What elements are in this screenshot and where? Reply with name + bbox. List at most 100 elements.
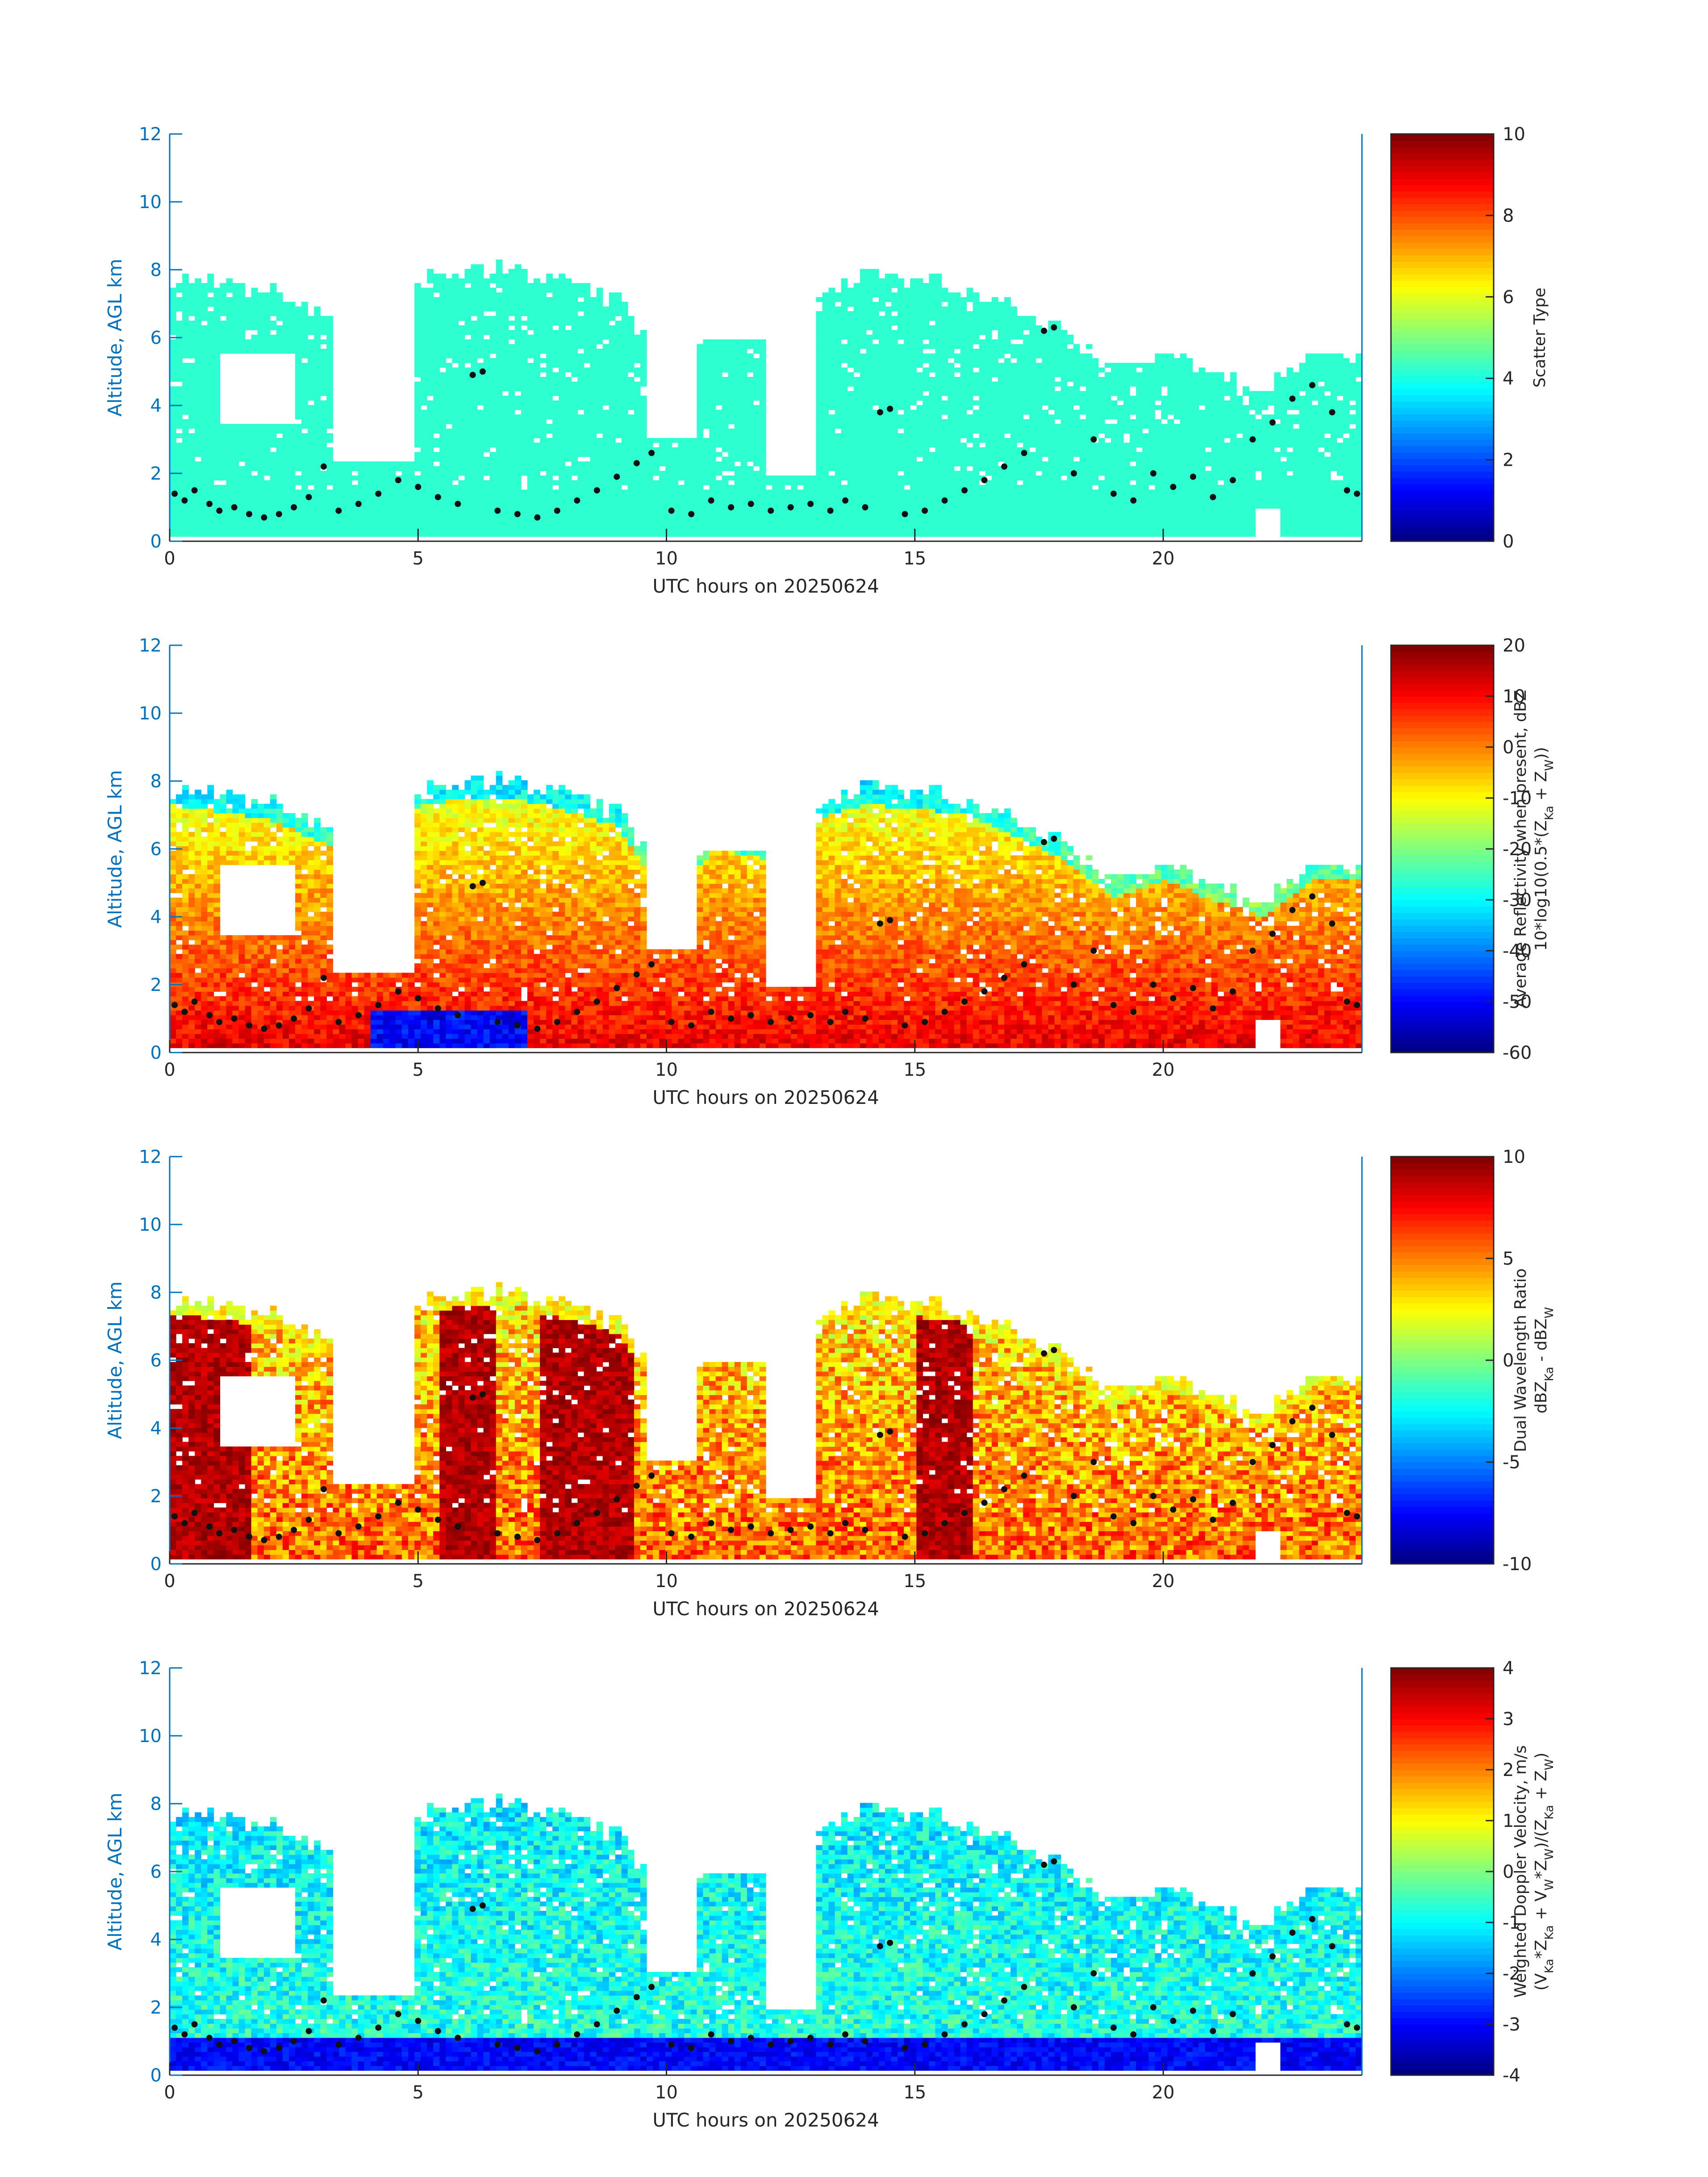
heatmap-cell bbox=[226, 325, 233, 330]
heatmap-cell bbox=[251, 334, 258, 339]
heatmap-cell bbox=[446, 278, 452, 283]
heatmap-cell bbox=[634, 508, 641, 513]
heatmap-cell bbox=[421, 447, 427, 452]
heatmap-cell bbox=[540, 433, 547, 438]
heatmap-cell bbox=[427, 513, 434, 518]
heatmap-cell bbox=[182, 471, 189, 476]
heatmap-cell bbox=[741, 499, 748, 504]
heatmap-cell bbox=[207, 527, 214, 532]
heatmap-cell bbox=[427, 382, 434, 387]
heatmap-cell bbox=[452, 522, 459, 527]
heatmap-cell bbox=[289, 438, 296, 443]
heatmap-cell bbox=[716, 480, 722, 485]
heatmap-cell bbox=[490, 325, 497, 330]
heatmap-cell bbox=[170, 457, 176, 462]
heatmap-cell bbox=[540, 283, 547, 288]
heatmap-cell bbox=[414, 433, 421, 438]
heatmap-cell bbox=[546, 278, 553, 283]
heatmap-cell bbox=[458, 292, 465, 297]
heatmap-cell bbox=[509, 410, 515, 415]
heatmap-cell bbox=[521, 382, 528, 387]
heatmap-cell bbox=[188, 330, 195, 335]
heatmap-cell bbox=[622, 377, 628, 382]
heatmap-cell bbox=[565, 433, 572, 438]
heatmap-cell bbox=[534, 302, 540, 307]
heatmap-cell bbox=[201, 494, 208, 499]
heatmap-cell bbox=[546, 377, 553, 382]
heatmap-cell bbox=[546, 429, 553, 434]
heatmap-cell bbox=[490, 386, 497, 391]
heatmap-cell bbox=[465, 532, 472, 537]
heatmap-cell bbox=[722, 494, 729, 499]
heatmap-cell bbox=[609, 457, 616, 462]
heatmap-cell bbox=[697, 447, 703, 452]
heatmap-cell bbox=[741, 429, 748, 434]
heatmap-cell bbox=[465, 377, 472, 382]
heatmap-cell bbox=[283, 457, 289, 462]
heatmap-cell bbox=[182, 504, 189, 509]
heatmap-cell bbox=[182, 311, 189, 316]
heatmap-cell bbox=[747, 480, 754, 485]
heatmap-cell bbox=[439, 476, 446, 481]
heatmap-cell bbox=[716, 391, 722, 396]
heatmap-cell bbox=[471, 269, 478, 274]
heatmap-cell bbox=[421, 349, 427, 354]
heatmap-cell bbox=[697, 522, 703, 527]
heatmap-cell bbox=[571, 461, 578, 466]
heatmap-cell bbox=[766, 518, 773, 522]
heatmap-cell bbox=[552, 527, 559, 532]
heatmap-cell bbox=[577, 334, 584, 339]
heatmap-cell bbox=[465, 292, 472, 297]
heatmap-cell bbox=[577, 354, 584, 359]
heatmap-cell bbox=[452, 489, 459, 494]
heatmap-cell bbox=[609, 499, 616, 504]
heatmap-cell bbox=[245, 443, 252, 447]
heatmap-cell bbox=[628, 443, 635, 447]
heatmap-cell bbox=[414, 349, 421, 354]
heatmap-cell bbox=[703, 344, 710, 349]
heatmap-cell bbox=[477, 264, 484, 269]
heatmap-cell bbox=[741, 494, 748, 499]
heatmap-cell bbox=[207, 518, 214, 522]
heatmap-cell bbox=[710, 363, 716, 368]
heatmap-cell bbox=[471, 302, 478, 307]
heatmap-cell bbox=[716, 410, 722, 415]
heatmap-cell bbox=[697, 344, 703, 349]
heatmap-cell bbox=[697, 354, 703, 359]
heatmap-cell bbox=[213, 447, 220, 452]
heatmap-cell bbox=[509, 358, 515, 363]
heatmap-cell bbox=[170, 499, 176, 504]
heatmap-cell bbox=[233, 433, 239, 438]
heatmap-cell bbox=[747, 452, 754, 457]
heatmap-cell bbox=[716, 438, 722, 443]
heatmap-cell bbox=[358, 508, 365, 513]
heatmap-cell bbox=[490, 480, 497, 485]
heatmap-cell bbox=[590, 457, 597, 462]
heatmap-cell bbox=[766, 513, 773, 518]
heatmap-cell bbox=[220, 334, 226, 339]
heatmap-cell bbox=[753, 513, 760, 518]
heatmap-cell bbox=[314, 527, 321, 532]
heatmap-cell bbox=[270, 438, 277, 443]
heatmap-cell bbox=[295, 368, 302, 372]
heatmap-cell bbox=[571, 466, 578, 471]
heatmap-cell bbox=[484, 382, 490, 387]
heatmap-cell bbox=[421, 302, 427, 307]
heatmap-cell bbox=[188, 466, 195, 471]
heatmap-cell bbox=[289, 316, 296, 321]
heatmap-cell bbox=[314, 334, 321, 339]
heatmap-cell bbox=[584, 504, 591, 509]
heatmap-cell bbox=[170, 372, 176, 377]
heatmap-cell bbox=[421, 499, 427, 504]
heatmap-cell bbox=[590, 499, 597, 504]
heatmap-cell bbox=[195, 302, 201, 307]
heatmap-cell bbox=[584, 334, 591, 339]
heatmap-cell bbox=[534, 485, 540, 490]
heatmap-cell bbox=[527, 414, 534, 419]
heatmap-cell bbox=[320, 410, 327, 415]
heatmap-cell bbox=[735, 447, 741, 452]
heatmap-cell bbox=[170, 401, 176, 405]
heatmap-cell bbox=[458, 278, 465, 283]
heatmap-cell bbox=[264, 321, 271, 326]
heatmap-cell bbox=[741, 518, 748, 522]
